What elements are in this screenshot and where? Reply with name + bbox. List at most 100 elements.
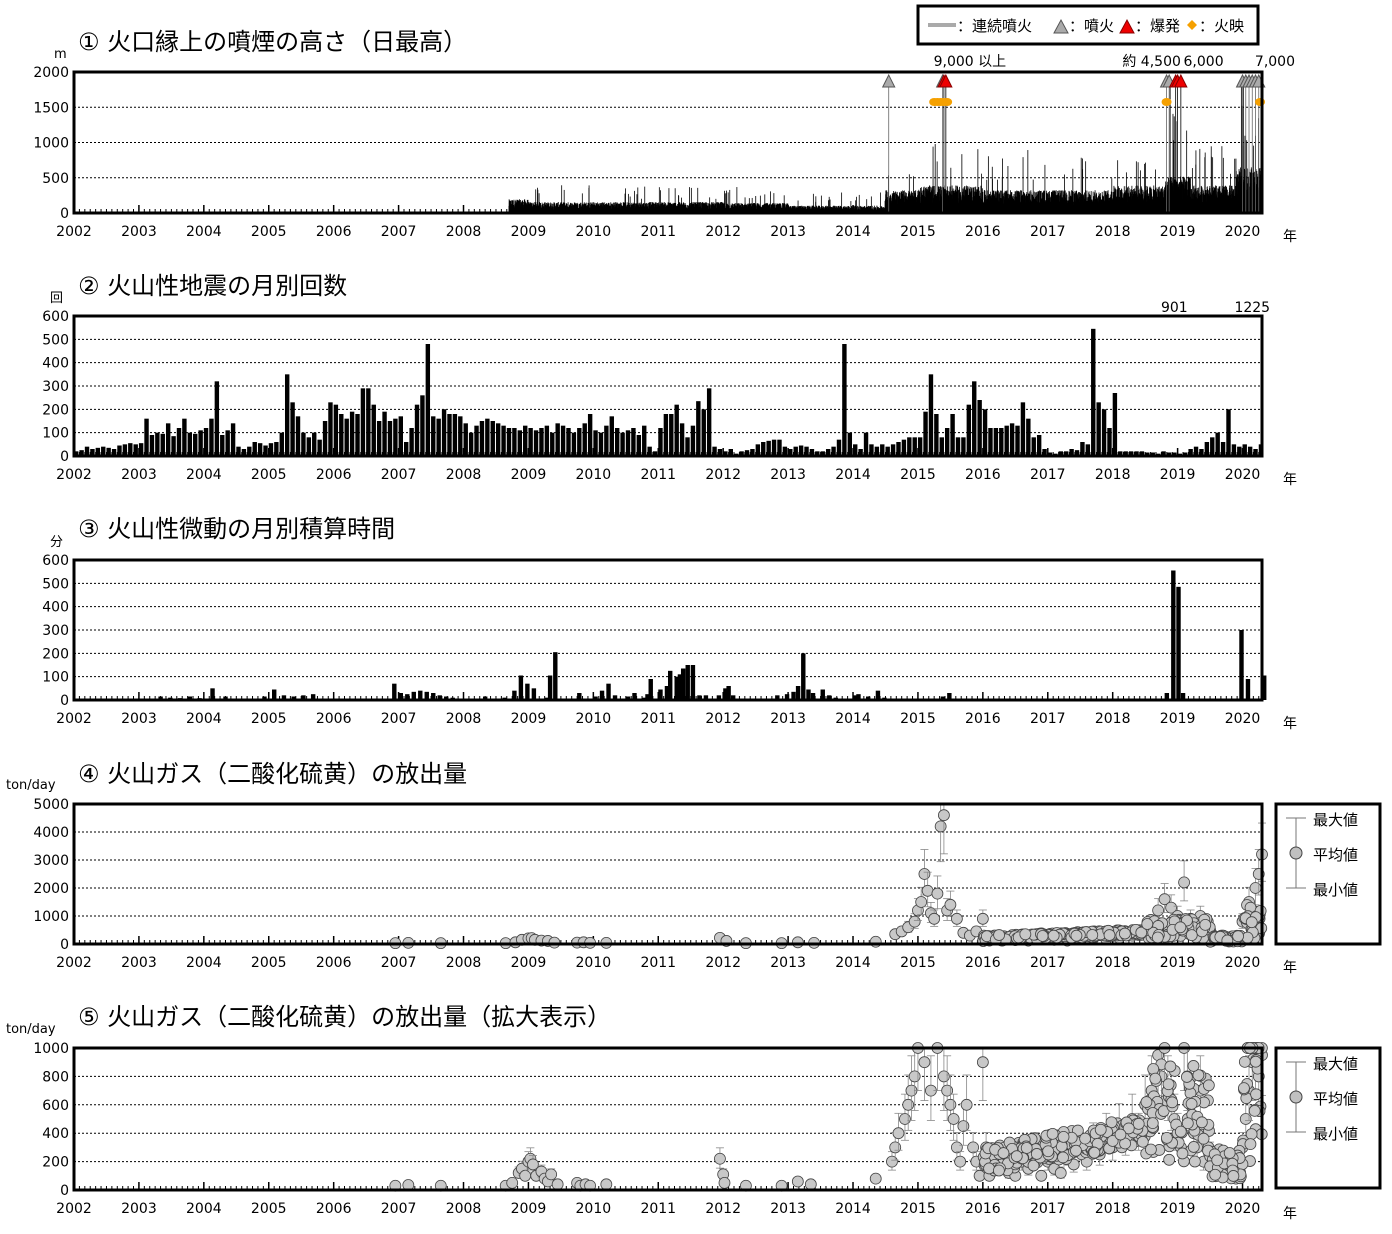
monthly-bar — [382, 411, 387, 456]
monthly-bar — [782, 446, 788, 456]
x-tick-label: 2012 — [705, 467, 741, 483]
monthly-bar — [317, 439, 322, 456]
monthly-bar — [284, 374, 290, 456]
y-tick-label: 0 — [60, 206, 69, 222]
monthly-bar — [550, 432, 555, 456]
monthly-bar — [203, 428, 209, 456]
monthly-bar — [220, 435, 225, 456]
monthly-bar — [387, 421, 393, 456]
panel4-unit: ton/day — [6, 778, 56, 793]
monthly-bar — [279, 432, 284, 456]
monthly-bar — [214, 381, 220, 456]
top-legend: ：連続噴火 ：噴火 ：爆発 ：火映 — [916, 4, 1260, 46]
monthly-bar — [376, 421, 382, 456]
monthly-bar — [777, 439, 782, 456]
gas-legend-min: 最小値 — [1313, 1125, 1358, 1143]
value-annotation: 7,000 — [1255, 54, 1295, 70]
monthly-bar — [674, 404, 679, 456]
monthly-bar — [669, 414, 674, 456]
monthly-bar — [209, 418, 214, 456]
monthly-bar — [614, 428, 620, 456]
monthly-bar — [225, 430, 230, 456]
monthly-bar — [463, 423, 468, 456]
monthly-bar — [171, 436, 176, 456]
monthly-bar — [441, 409, 447, 456]
monthly-bar — [853, 444, 858, 456]
monthly-bar — [230, 423, 236, 456]
monthly-bar — [344, 418, 349, 456]
monthly-bar — [609, 416, 614, 456]
panel5-title: ⑤ 火山ガス（二酸化硫黄）の放出量（拡大表示） — [78, 1003, 611, 1031]
monthly-bar — [295, 416, 301, 456]
x-tick-label: 2009 — [511, 467, 547, 483]
monthly-bar — [842, 344, 847, 456]
panel-2: 0 100 200 300 400 500 600 2002 2003 2004 2005 2006 2… — [42, 300, 1297, 488]
explosion-marker — [939, 73, 953, 88]
monthly-bar — [506, 428, 512, 456]
monthly-bar — [869, 444, 874, 456]
monthly-bar — [544, 425, 550, 456]
explosion-triangle-icon — [1119, 18, 1135, 34]
monthly-bar — [571, 432, 577, 456]
monthly-bar — [301, 432, 306, 456]
monthly-bar — [598, 432, 604, 456]
monthly-bar — [193, 433, 198, 456]
x-tick-label: 2008 — [446, 467, 482, 483]
y-tick-label: 400 — [42, 356, 69, 372]
x-tick-label: 2015 — [900, 467, 936, 483]
monthly-bar — [636, 435, 642, 456]
monthly-bar — [766, 440, 771, 456]
x-tick-label: 2013 — [770, 467, 806, 483]
monthly-bar — [312, 432, 317, 456]
monthly-bar — [739, 451, 744, 456]
monthly-bar — [106, 447, 111, 456]
monthly-bar — [355, 414, 360, 456]
monthly-bar — [257, 443, 263, 456]
monthly-bar — [712, 446, 717, 456]
monthly-bar — [79, 450, 84, 456]
monthly-bar — [306, 437, 312, 456]
x-tick-label: 2020 — [1225, 224, 1261, 240]
monthly-bar — [128, 443, 133, 456]
y-tick-label: 300 — [42, 379, 69, 395]
value-annotation: 9,000 以上 — [934, 54, 1007, 70]
monthly-bar — [149, 435, 155, 456]
monthly-bar — [176, 428, 182, 456]
x-tick-label: 2019 — [1160, 467, 1196, 483]
monthly-bar — [409, 428, 414, 456]
monthly-bar — [696, 401, 701, 456]
monthly-bar — [133, 444, 138, 456]
gas-legend-mean: 平均値 — [1313, 846, 1358, 864]
x-tick-label: 2008 — [446, 224, 482, 240]
monthly-bar — [187, 432, 193, 456]
monthly-bar — [263, 445, 268, 456]
panel5-unit: ton/day — [6, 1022, 56, 1037]
y-tick-label: 2000 — [33, 65, 69, 81]
monthly-bar — [804, 446, 809, 456]
monthly-bar — [706, 388, 712, 456]
monthly-bar — [836, 439, 842, 456]
monthly-bar — [84, 446, 90, 456]
monthly-bar — [452, 414, 458, 456]
monthly-bar — [755, 444, 761, 456]
y-tick-label: 200 — [42, 402, 69, 418]
y-tick-label: 1000 — [33, 136, 69, 152]
monthly-bar — [138, 443, 144, 456]
x-tick-label: 2016 — [965, 467, 1001, 483]
x-tick-label: 2009 — [511, 224, 547, 240]
x-unit-label: 年 — [1283, 472, 1297, 488]
monthly-bar — [274, 442, 279, 456]
monthly-bar — [593, 430, 598, 456]
panel1-unit: m — [54, 47, 67, 62]
monthly-bar — [95, 447, 101, 456]
x-tick-label: 2004 — [186, 224, 222, 240]
x-tick-label: 2004 — [186, 467, 222, 483]
monthly-bar — [360, 388, 366, 456]
monthly-bar — [717, 449, 723, 456]
monthly-bar — [750, 449, 755, 456]
explosion-marker — [1174, 73, 1188, 88]
monthly-bar — [874, 446, 880, 456]
x-tick-label: 2005 — [251, 467, 287, 483]
monthly-bar — [631, 428, 636, 456]
x-tick-label: 2017 — [1030, 467, 1066, 483]
